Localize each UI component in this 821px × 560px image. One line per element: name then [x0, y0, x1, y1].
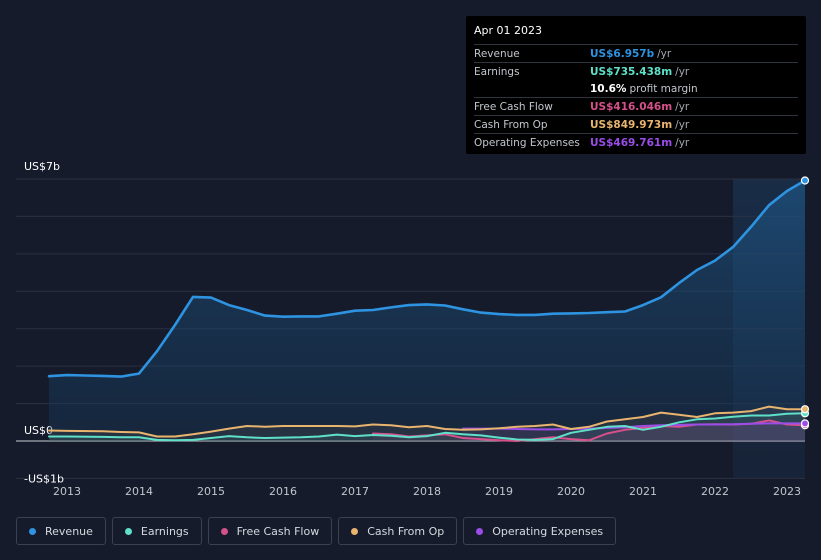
tooltip-earnings-value: US$735.438m — [590, 65, 673, 78]
legend-label-earnings: Earnings — [140, 524, 189, 538]
tooltip-cfo-label: Cash From Op — [474, 118, 548, 131]
operating-expenses-end-point — [800, 419, 810, 428]
tooltip-opex-unit: /yr — [675, 136, 690, 149]
tooltip-cfo-value: US$849.973m — [590, 118, 673, 131]
tooltip-row-opex: Operating Expenses US$469.761m /yr — [474, 133, 798, 151]
tooltip-earnings-label: Earnings — [474, 65, 520, 78]
tooltip-opex-label: Operating Expenses — [474, 136, 580, 149]
tooltip-opex-value: US$469.761m — [590, 136, 673, 149]
revenue-end-point — [800, 176, 810, 185]
y-tick-label: -US$1b — [24, 472, 64, 485]
legend-dot-cfo-icon — [351, 527, 359, 535]
x-tick-label: 2020 — [557, 485, 585, 498]
tooltip-row-earnings: Earnings US$735.438m /yr — [474, 62, 798, 80]
x-tick-label: 2014 — [125, 485, 153, 498]
legend-dot-earnings-icon — [124, 527, 132, 535]
x-tick-label: 2015 — [197, 485, 225, 498]
legend-dot-opex-icon — [476, 527, 484, 535]
x-tick-label: 2016 — [269, 485, 297, 498]
earnings-line — [48, 412, 806, 442]
legend-label-free-cash-flow: Free Cash Flow — [236, 524, 320, 538]
x-tick-label: 2019 — [485, 485, 513, 498]
legend-item-earnings[interactable]: Earnings — [111, 517, 202, 545]
tooltip: Apr 01 2023 Revenue US$6.957b /yr Earnin… — [466, 16, 806, 154]
legend-dot-fcf-icon — [220, 527, 228, 535]
tooltip-row-margin: 10.6% profit margin — [474, 80, 798, 97]
y-tick-label: US$7b — [24, 160, 60, 173]
legend-label-cash-from-op: Cash From Op — [367, 524, 445, 538]
free-cash-flow-area — [373, 420, 805, 441]
tooltip-fcf-value: US$416.046m — [590, 100, 673, 113]
x-tick-label: 2018 — [413, 485, 441, 498]
y-tick-label: US$0 — [24, 424, 53, 437]
operating-expenses-line — [462, 422, 806, 431]
legend-dot-revenue-icon — [29, 527, 36, 535]
tooltip-row-cfo: Cash From Op US$849.973m /yr — [474, 115, 798, 133]
legend-item-revenue[interactable]: Revenue — [16, 517, 106, 545]
tooltip-margin-value: 10.6% — [590, 82, 627, 95]
x-tick-label: 2023 — [773, 485, 801, 498]
tooltip-earnings-unit: /yr — [675, 65, 690, 78]
revenue-area — [49, 180, 805, 441]
tooltip-row-fcf: Free Cash Flow US$416.046m /yr — [474, 97, 798, 115]
tooltip-margin-label: profit margin — [629, 82, 698, 95]
cash-from-op-end-point — [800, 405, 810, 414]
tooltip-date: Apr 01 2023 — [474, 24, 543, 37]
tooltip-row-revenue: Revenue US$6.957b /yr — [474, 44, 798, 62]
revenue-line — [47, 179, 807, 378]
tooltip-revenue-unit: /yr — [657, 47, 672, 60]
tooltip-fcf-label: Free Cash Flow — [474, 100, 553, 113]
legend-item-cash-from-op[interactable]: Cash From Op — [338, 517, 458, 545]
tooltip-fcf-unit: /yr — [675, 100, 690, 113]
x-tick-label: 2017 — [341, 485, 369, 498]
legend-label-revenue: Revenue — [45, 524, 93, 538]
legend: Revenue Earnings Free Cash Flow Cash Fro… — [16, 517, 617, 547]
legend-label-operating-expenses: Operating Expenses — [492, 524, 604, 538]
x-tick-label: 2022 — [701, 485, 729, 498]
earnings-area — [49, 413, 805, 441]
tooltip-revenue-label: Revenue — [474, 47, 520, 60]
legend-item-free-cash-flow[interactable]: Free Cash Flow — [207, 517, 333, 545]
legend-item-operating-expenses[interactable]: Operating Expenses — [463, 517, 617, 545]
tooltip-cfo-unit: /yr — [675, 118, 690, 131]
x-tick-label: 2021 — [629, 485, 657, 498]
cash-from-op-line — [48, 405, 806, 438]
tooltip-revenue-value: US$6.957b — [590, 47, 655, 60]
operating-expenses-area — [463, 423, 805, 441]
x-tick-label: 2013 — [53, 485, 81, 498]
